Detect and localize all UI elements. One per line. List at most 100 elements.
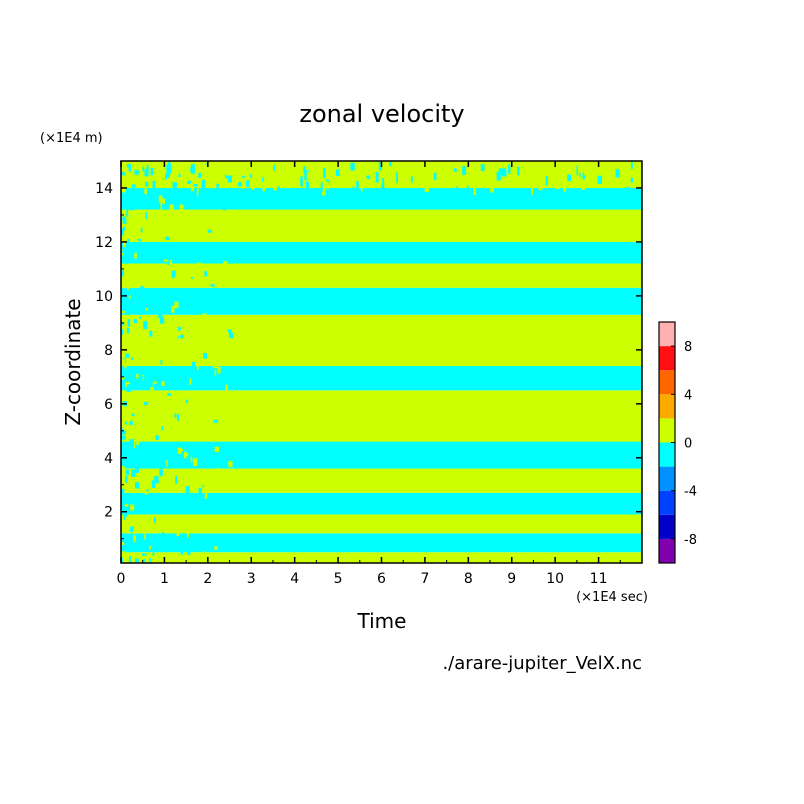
noise-cell bbox=[154, 476, 159, 484]
colorbar-swatch bbox=[659, 538, 675, 563]
noise-cell bbox=[271, 177, 276, 185]
noise-cell bbox=[167, 393, 172, 396]
noise-cell bbox=[125, 239, 130, 245]
noise-cell bbox=[171, 270, 176, 278]
band-negative bbox=[121, 366, 642, 391]
noise-cell bbox=[615, 169, 620, 178]
noise-cell bbox=[303, 166, 306, 174]
noise-cell bbox=[160, 317, 165, 324]
noise-cell bbox=[171, 305, 175, 313]
noise-cell bbox=[200, 518, 205, 525]
noise-cell bbox=[223, 255, 227, 262]
noise-cell bbox=[602, 173, 607, 180]
noise-cell bbox=[151, 551, 154, 555]
noise-cell bbox=[125, 353, 130, 358]
noise-cell bbox=[360, 184, 363, 192]
y-tick-label: 8 bbox=[104, 343, 113, 359]
noise-cell bbox=[140, 227, 143, 233]
noise-cell bbox=[214, 369, 217, 376]
x-tick-label: 4 bbox=[290, 571, 299, 587]
noise-cell bbox=[229, 494, 232, 501]
noise-cell bbox=[637, 178, 640, 188]
noise-cell bbox=[205, 391, 209, 394]
noise-cell bbox=[517, 166, 520, 176]
band-positive bbox=[121, 263, 642, 288]
noise-cell bbox=[130, 193, 135, 200]
noise-cell bbox=[140, 286, 144, 292]
noise-cell bbox=[177, 447, 182, 454]
noise-cell bbox=[196, 410, 201, 413]
noise-cell bbox=[225, 175, 228, 179]
noise-cell bbox=[125, 381, 127, 388]
noise-cell bbox=[124, 181, 129, 185]
noise-cell bbox=[126, 266, 131, 270]
y-unit-label: (×1E4 m) bbox=[40, 131, 103, 146]
y-axis-title: Z-coordinate bbox=[61, 298, 85, 425]
noise-cell bbox=[181, 459, 184, 463]
noise-cell bbox=[201, 373, 205, 377]
noise-cell bbox=[190, 167, 195, 172]
noise-cell bbox=[185, 486, 190, 493]
noise-cell bbox=[428, 170, 432, 175]
noise-cell bbox=[402, 162, 406, 167]
noise-cell bbox=[389, 161, 392, 167]
noise-cell bbox=[135, 558, 139, 563]
noise-cell bbox=[582, 172, 586, 181]
noise-cell bbox=[121, 228, 124, 236]
noise-cell bbox=[223, 261, 228, 270]
noise-cell bbox=[324, 181, 329, 189]
noise-cell bbox=[174, 199, 179, 207]
noise-cell bbox=[123, 226, 125, 232]
noise-cell bbox=[144, 533, 146, 540]
noise-cell bbox=[462, 166, 467, 175]
band-negative bbox=[121, 187, 642, 210]
noise-cell bbox=[187, 180, 192, 184]
colorbar-swatch bbox=[659, 490, 675, 515]
noise-cell bbox=[426, 178, 430, 183]
noise-cell bbox=[146, 164, 149, 172]
noise-cell bbox=[210, 284, 215, 287]
noise-cell bbox=[461, 161, 464, 166]
noise-cell bbox=[625, 186, 630, 195]
noise-cell bbox=[149, 494, 152, 503]
colorbar-swatch bbox=[659, 442, 675, 467]
noise-cell bbox=[133, 448, 138, 455]
noise-cell bbox=[162, 198, 165, 204]
noise-cell bbox=[228, 460, 233, 468]
noise-cell bbox=[637, 173, 642, 182]
noise-cell bbox=[121, 428, 124, 436]
noise-cell bbox=[131, 184, 136, 188]
noise-cell bbox=[158, 314, 163, 319]
noise-cell bbox=[178, 326, 181, 331]
noise-cell bbox=[128, 209, 132, 216]
noise-cell bbox=[121, 541, 125, 546]
noise-cell bbox=[185, 399, 188, 404]
x-tick-label: 3 bbox=[247, 571, 256, 587]
noise-cell bbox=[130, 320, 134, 327]
noise-cell bbox=[242, 175, 245, 180]
noise-cell bbox=[153, 517, 157, 523]
noise-cell bbox=[203, 334, 207, 337]
noise-cell bbox=[508, 175, 512, 184]
y-axis: 2 4 6 8 10 12 14 bbox=[95, 181, 642, 540]
noise-cell bbox=[121, 270, 124, 277]
noise-cell bbox=[219, 254, 224, 258]
noise-cell bbox=[201, 300, 206, 309]
noise-cell bbox=[194, 384, 196, 390]
noise-cell bbox=[134, 482, 140, 489]
noise-cell bbox=[180, 334, 184, 338]
noise-cell bbox=[190, 276, 193, 279]
noise-cell bbox=[384, 163, 389, 171]
x-tick-label: 7 bbox=[420, 571, 429, 587]
noise-cell bbox=[218, 486, 222, 491]
x-tick-label: 0 bbox=[117, 571, 126, 587]
noise-cell bbox=[162, 370, 166, 376]
noise-cell bbox=[246, 180, 250, 187]
noise-cell bbox=[126, 251, 130, 260]
band-negative bbox=[121, 287, 642, 315]
noise-cell bbox=[581, 179, 586, 190]
noise-cell bbox=[148, 537, 152, 542]
noise-cell bbox=[186, 290, 190, 298]
x-unit-label: (×1E4 sec) bbox=[576, 590, 648, 605]
